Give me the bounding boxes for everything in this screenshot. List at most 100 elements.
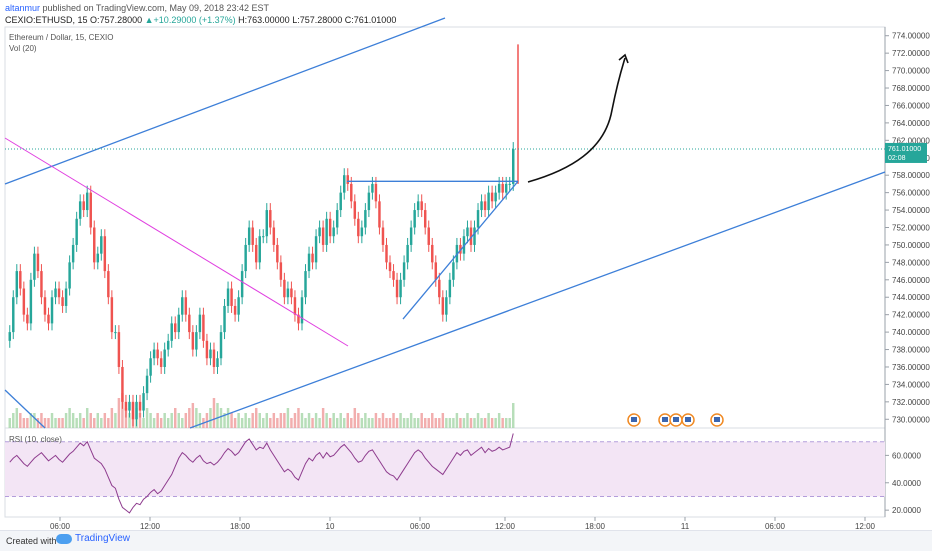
price-tick-label: 736.00000 (892, 363, 930, 372)
volume-bar (420, 413, 423, 428)
volume-bar (504, 418, 508, 428)
close-label: C: (344, 15, 354, 25)
price-tick-label: 766.00000 (892, 101, 930, 110)
price-tick-label: 748.00000 (892, 258, 930, 267)
price-legend-title: Ethereum / Dollar, 15, CEXIO (9, 33, 114, 42)
candle-body (26, 314, 29, 324)
price-tick-label: 742.00000 (892, 311, 930, 320)
price-tick-label: 744.00000 (892, 293, 930, 302)
volume-bar (68, 408, 71, 428)
lower-channel-trendline (189, 171, 886, 429)
tradingview-brand[interactable]: TradingView (56, 533, 130, 544)
candle-body (40, 271, 43, 298)
event-flag-fill (673, 417, 679, 422)
volume-bar (149, 413, 152, 428)
volume-bar (170, 413, 173, 428)
candle-body (237, 297, 240, 315)
volume-bar (466, 413, 469, 428)
volume-bar (121, 393, 124, 428)
candle-body (226, 288, 230, 306)
volume-bar (57, 418, 61, 428)
descending-trendline (4, 137, 349, 347)
volume-bar (335, 418, 339, 428)
candle-body (406, 244, 409, 263)
time-tick-label: 12:00 (495, 522, 516, 530)
volume-bar (117, 398, 121, 428)
change-value: +10.29000 (+1.37%) (153, 15, 236, 25)
candle-body (247, 227, 251, 245)
candle-body (251, 227, 254, 245)
candle-body (8, 332, 11, 341)
candle-body (177, 314, 180, 333)
volume-bar (476, 413, 480, 428)
volume-bar (8, 418, 11, 428)
volume-legend: Vol (20) (9, 44, 37, 53)
candle-body (47, 314, 50, 324)
volume-bar (223, 413, 226, 428)
volume-bar (251, 413, 254, 428)
volume-bar (487, 413, 490, 428)
volume-bar (244, 413, 247, 428)
volume-bar (300, 413, 304, 428)
volume-bar (258, 413, 261, 428)
volume-bar (237, 413, 240, 428)
candle-body (483, 201, 487, 211)
volume-bar (19, 413, 22, 428)
price-tick-label: 754.00000 (892, 206, 930, 215)
volume-bar (209, 408, 212, 428)
volume-bar (279, 413, 283, 428)
time-tick-label: 12:00 (855, 522, 876, 530)
candle-body (15, 271, 19, 298)
candle-body (283, 279, 286, 298)
low-label: L: (292, 15, 300, 25)
volume-bar (269, 418, 272, 428)
candle-body (434, 262, 438, 280)
candle-body (12, 297, 15, 333)
candle-body (219, 332, 223, 359)
candle-body (508, 183, 511, 185)
price-tick-label: 746.00000 (892, 276, 930, 285)
price-tick-label: 768.00000 (892, 84, 930, 93)
volume-bar (50, 413, 54, 428)
rsi-line (9, 433, 514, 514)
candle-body (409, 227, 413, 245)
price-tick-label: 750.00000 (892, 241, 930, 250)
candle-body (374, 183, 378, 202)
time-tick-label: 10 (326, 522, 335, 530)
candle-body (501, 183, 504, 193)
volume-bar (445, 418, 448, 428)
volume-bar (159, 418, 163, 428)
volume-bar (360, 418, 364, 428)
volume-bar (508, 418, 511, 428)
candle-body (33, 253, 36, 280)
candle-body (82, 201, 85, 211)
volume-bar (216, 403, 219, 428)
candle-body (240, 271, 244, 298)
volume-bar (406, 418, 409, 428)
publish-line: altanmur published on TradingView.com, M… (5, 3, 269, 13)
volume-bar (409, 413, 413, 428)
price-tick-label: 732.00000 (892, 398, 930, 407)
candle-body (19, 271, 22, 289)
candle-body (29, 279, 33, 324)
candle-body (205, 340, 209, 359)
candle-body (494, 192, 497, 202)
volume-bar (43, 418, 47, 428)
volume-bar (212, 398, 216, 428)
volume-bar (47, 418, 50, 428)
volume-bar (293, 413, 297, 428)
volume-bar (431, 413, 434, 428)
time-tick-label: 18:00 (230, 522, 251, 530)
event-flag-fill (685, 417, 691, 422)
candle-body (36, 253, 40, 272)
candle-body (43, 297, 47, 315)
author-link[interactable]: altanmur (5, 3, 41, 13)
candle-body (381, 227, 385, 245)
volume-bar (353, 408, 357, 428)
candle-body (399, 279, 402, 298)
candle-body (22, 288, 26, 315)
low-value: 757.28000 (299, 15, 343, 25)
volume-bar (262, 418, 265, 428)
volume-bar (29, 413, 33, 428)
footer-bar: Created with TradingView (0, 530, 932, 551)
